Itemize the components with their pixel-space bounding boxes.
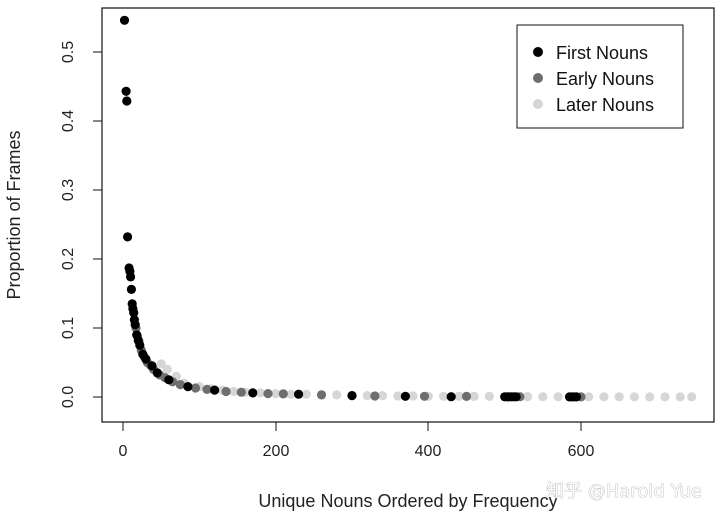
point-first-nouns xyxy=(294,389,304,399)
x-tick-label: 200 xyxy=(263,443,290,460)
point-early-nouns xyxy=(236,387,246,397)
point-later-nouns xyxy=(156,359,166,369)
legend-marker-first-nouns xyxy=(533,47,543,57)
point-early-nouns xyxy=(175,380,185,390)
point-later-nouns xyxy=(523,392,533,402)
point-later-nouns xyxy=(301,389,311,399)
legend-label-later-nouns: Later Nouns xyxy=(556,95,654,115)
point-first-nouns xyxy=(511,392,521,402)
point-first-nouns xyxy=(147,361,157,371)
y-tick-label: 0.3 xyxy=(60,179,77,201)
point-first-nouns xyxy=(126,272,136,282)
point-early-nouns xyxy=(221,386,231,397)
point-later-nouns xyxy=(645,392,655,402)
y-axis-title: Proportion of Frames xyxy=(4,130,24,299)
point-early-nouns xyxy=(461,391,472,401)
point-later-nouns xyxy=(687,392,697,402)
point-first-nouns xyxy=(130,320,140,330)
point-first-nouns xyxy=(400,391,410,401)
x-tick-label: 400 xyxy=(415,443,442,460)
y-axis: 0.0 0.1 0.2 0.3 0.4 0.5 xyxy=(60,41,103,408)
point-later-nouns xyxy=(162,364,172,374)
point-later-nouns xyxy=(675,392,685,402)
x-tick-label: 0 xyxy=(119,443,128,460)
point-later-nouns xyxy=(614,392,624,402)
legend: First Nouns Early Nouns Later Nouns xyxy=(516,24,684,129)
point-later-nouns xyxy=(439,391,449,401)
legend-label-first-nouns: First Nouns xyxy=(556,43,648,63)
point-early-nouns xyxy=(419,391,430,401)
point-later-nouns xyxy=(255,388,265,398)
point-first-nouns xyxy=(135,340,145,350)
point-later-nouns xyxy=(599,392,609,402)
point-later-nouns xyxy=(393,391,403,401)
point-first-nouns xyxy=(164,375,174,385)
y-tick-label: 0.4 xyxy=(60,110,77,132)
point-early-nouns xyxy=(370,391,380,401)
point-first-nouns xyxy=(210,385,220,395)
legend-marker-later-nouns xyxy=(533,99,543,109)
legend-label-early-nouns: Early Nouns xyxy=(556,69,654,89)
point-first-nouns xyxy=(446,392,456,402)
point-later-nouns xyxy=(286,389,296,399)
point-later-nouns xyxy=(377,391,388,401)
point-first-nouns xyxy=(122,96,132,106)
point-later-nouns xyxy=(469,391,479,401)
y-tick-label: 0.5 xyxy=(60,41,77,63)
x-axis: 0 200 400 600 xyxy=(119,421,595,460)
point-later-nouns xyxy=(584,392,594,402)
x-axis-title: Unique Nouns Ordered by Frequency xyxy=(258,491,557,511)
point-later-nouns xyxy=(454,391,464,401)
point-later-nouns xyxy=(229,386,239,397)
point-first-nouns xyxy=(152,368,162,378)
point-later-nouns xyxy=(553,392,563,402)
point-first-nouns xyxy=(183,382,193,392)
legend-box xyxy=(516,24,684,129)
x-tick-label: 600 xyxy=(568,443,595,460)
point-first-nouns xyxy=(248,388,258,398)
legend-marker-early-nouns xyxy=(533,73,543,83)
point-later-nouns xyxy=(629,392,640,402)
point-first-nouns xyxy=(119,15,130,25)
point-first-nouns xyxy=(121,86,131,96)
point-later-nouns xyxy=(408,391,418,401)
y-tick-label: 0.0 xyxy=(60,386,77,408)
point-first-nouns xyxy=(129,308,139,318)
point-first-nouns xyxy=(571,392,582,402)
point-early-nouns xyxy=(278,389,288,399)
point-first-nouns xyxy=(347,391,357,401)
point-later-nouns xyxy=(271,389,281,399)
point-first-nouns xyxy=(141,354,151,364)
point-later-nouns xyxy=(484,391,494,401)
point-later-nouns xyxy=(660,392,670,402)
point-later-nouns xyxy=(538,392,548,402)
y-tick-label: 0.2 xyxy=(60,248,77,270)
y-tick-label: 0.1 xyxy=(60,317,77,339)
point-early-nouns xyxy=(263,389,273,399)
point-early-nouns xyxy=(316,390,327,400)
point-later-nouns xyxy=(362,391,372,401)
watermark-text: 知乎 @Harold Yue xyxy=(546,481,702,502)
point-early-nouns xyxy=(202,384,212,394)
data-points xyxy=(119,15,697,402)
point-first-nouns xyxy=(126,284,136,294)
point-first-nouns xyxy=(123,232,133,242)
point-later-nouns xyxy=(332,390,342,400)
point-early-nouns xyxy=(190,383,201,393)
